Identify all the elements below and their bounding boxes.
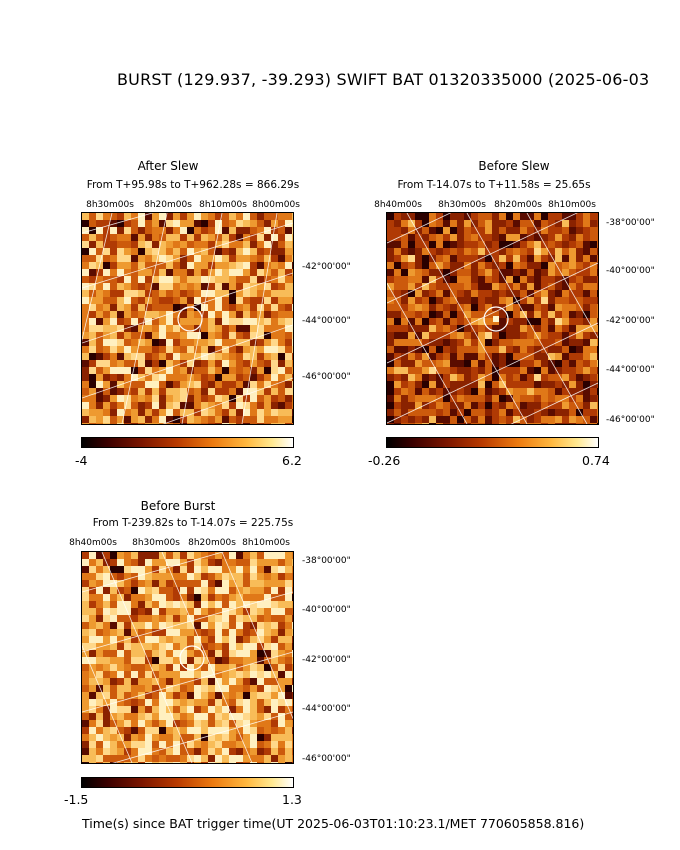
before-slew-noise <box>387 213 598 424</box>
before-slew-image-svg <box>387 213 598 424</box>
after-slew-image-svg <box>82 213 293 424</box>
after-slew-colorbar-min: -4 <box>75 453 88 468</box>
after-slew-dec-label: -46°00'00" <box>302 372 351 382</box>
after-slew-coordinate-grid <box>82 213 293 424</box>
before-burst-sky-image <box>81 551 294 764</box>
after-slew-dec-label: -42°00'00" <box>302 262 351 272</box>
before-burst-dec-label: -46°00'00" <box>302 754 351 764</box>
before-burst-coordinate-grid <box>82 552 293 763</box>
before-burst-dec-label: -44°00'00" <box>302 704 351 714</box>
before-slew-ra-label: 8h40m00s <box>374 200 422 210</box>
before-slew-colorbar-min: -0.26 <box>368 453 401 468</box>
before-burst-ra-label: 8h40m00s <box>69 538 117 548</box>
before-burst-source-circle <box>179 645 205 671</box>
before-burst-dec-label: -42°00'00" <box>302 655 351 665</box>
before-burst-dec-label: -38°00'00" <box>302 556 351 566</box>
before-slew-sky-image <box>386 212 599 425</box>
after-slew-time-range: From T+95.98s to T+962.28s = 866.29s <box>86 179 300 191</box>
after-slew-sky-image <box>81 212 294 425</box>
trigger-time-caption: Time(s) since BAT trigger time(UT 2025-0… <box>82 816 585 831</box>
after-slew-title: After Slew <box>137 159 199 173</box>
after-slew-colorbar <box>81 437 294 448</box>
after-slew-source-circle <box>177 306 203 332</box>
before-burst-colorbar-min: -1.5 <box>64 792 89 807</box>
before-burst-ra-label: 8h30m00s <box>132 538 180 548</box>
plot-title: BURST (129.937, -39.293) SWIFT BAT 01320… <box>117 70 650 89</box>
before-slew-time-range: From T-14.07s to T+11.58s = 25.65s <box>397 179 591 191</box>
before-slew-ra-label: 8h10m00s <box>548 200 596 210</box>
before-burst-noise <box>82 552 293 763</box>
after-slew-ra-label: 8h10m00s <box>199 200 247 210</box>
after-slew-ra-label: 8h20m00s <box>144 200 192 210</box>
before-burst-title: Before Burst <box>140 499 216 513</box>
after-slew-colorbar-max: 6.2 <box>282 453 302 468</box>
before-slew-colorbar-max: 0.74 <box>582 453 610 468</box>
after-slew-noise <box>82 213 293 424</box>
before-burst-time-range: From T-239.82s to T-14.07s = 225.75s <box>92 517 294 529</box>
before-slew-coordinate-grid <box>387 213 598 424</box>
after-slew-ra-label: 8h00m00s <box>252 200 300 210</box>
after-slew-dec-label: -44°00'00" <box>302 316 351 326</box>
before-slew-title: Before Slew <box>478 159 550 173</box>
before-burst-colorbar <box>81 777 294 788</box>
before-slew-ra-label: 8h30m00s <box>438 200 486 210</box>
before-burst-dec-label: -40°00'00" <box>302 605 351 615</box>
before-slew-source-circle <box>483 306 509 332</box>
before-slew-dec-label: -40°00'00" <box>606 266 655 276</box>
before-slew-dec-label: -44°00'00" <box>606 365 655 375</box>
after-slew-ra-label: 8h30m00s <box>86 200 134 210</box>
before-slew-dec-label: -38°00'00" <box>606 218 655 228</box>
before-burst-ra-label: 8h20m00s <box>188 538 236 548</box>
before-slew-dec-label: -46°00'00" <box>606 415 655 425</box>
before-burst-colorbar-max: 1.3 <box>282 792 302 807</box>
before-burst-image-svg <box>82 552 293 763</box>
before-slew-ra-label: 8h20m00s <box>494 200 542 210</box>
before-slew-dec-label: -42°00'00" <box>606 316 655 326</box>
before-burst-ra-label: 8h10m00s <box>242 538 290 548</box>
before-slew-colorbar <box>386 437 599 448</box>
before-slew-source-peak <box>493 316 499 322</box>
